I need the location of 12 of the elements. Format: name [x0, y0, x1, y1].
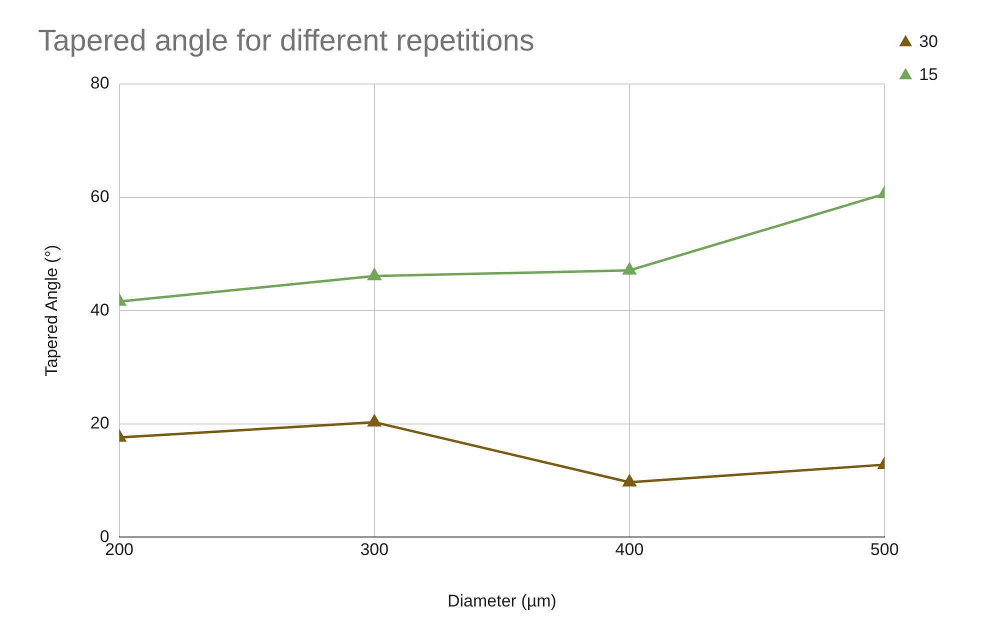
- y-tick-label: 20: [90, 414, 110, 433]
- x-axis-title: Diameter (µm): [447, 591, 556, 610]
- y-tick-label: 40: [90, 300, 110, 320]
- x-tick-label: 400: [615, 540, 644, 560]
- y-tick-label: 60: [90, 186, 110, 206]
- x-tick-label: 500: [870, 540, 899, 560]
- y-axis-title: Tapered Angle (°): [42, 244, 61, 376]
- legend-label: 15: [919, 65, 938, 84]
- y-tick-label: 80: [90, 74, 110, 93]
- chart-title: Tapered angle for different repetitions: [38, 24, 534, 58]
- legend-label: 30: [919, 32, 938, 52]
- x-tick-label: 300: [360, 540, 389, 560]
